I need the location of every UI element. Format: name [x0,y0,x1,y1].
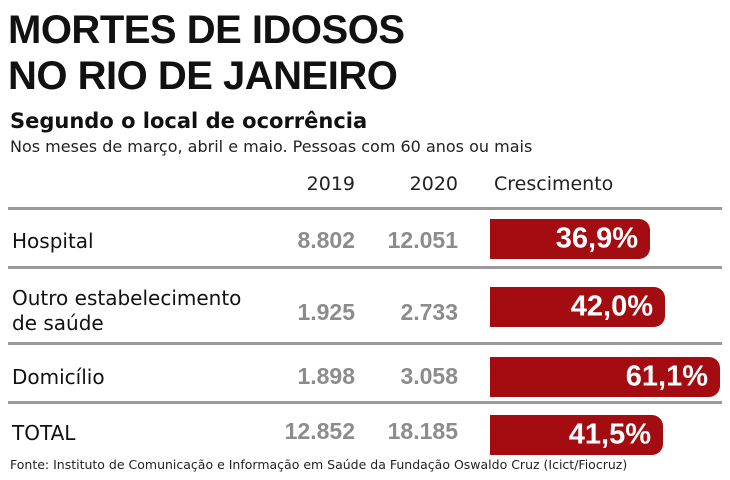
value-2019-hospital: 8.802 [297,227,355,253]
growth-bar-domicilio: 61,1% [490,357,720,397]
title-line-1: MORTES DE IDOSOS [8,8,405,52]
chart-subtitle: Segundo o local de ocorrência [10,109,368,133]
growth-bar-outro-estabelecimento: 42,0% [490,287,665,327]
growth-label-outro-estabelecimento: 42,0% [570,290,653,323]
divider-rule [8,266,722,269]
divider-rule [8,207,722,210]
value-2020-domicilio: 3.058 [400,363,458,389]
value-2019-total: 12.852 [284,418,355,444]
divider-rule [8,342,722,345]
growth-label-total: 41,5% [568,418,651,451]
row-label-outro-estabelecimento: Outro estabelecimento de saúde [12,286,242,335]
value-2019-outro-estabelecimento: 1.925 [297,299,355,325]
column-header-growth: Crescimento [494,173,614,195]
growth-label-domicilio: 61,1% [625,360,708,393]
title-line-2: NO RIO DE JANEIRO [8,54,398,98]
value-2020-outro-estabelecimento: 2.733 [400,299,458,325]
growth-bar-total: 41,5% [490,415,663,455]
growth-label-hospital: 36,9% [555,222,638,255]
divider-rule [8,401,722,404]
row-label-hospital: Hospital [12,229,94,253]
value-2020-hospital: 12.051 [387,227,458,253]
source-note: Fonte: Instituto de Comunicação e Inform… [10,457,628,472]
chart-note: Nos meses de março, abril e maio. Pessoa… [10,137,533,156]
value-2019-domicilio: 1.898 [297,363,355,389]
growth-bar-hospital: 36,9% [490,219,650,259]
row-label-domicilio: Domicílio [12,365,105,389]
value-2020-total: 18.185 [387,418,458,444]
row-label-total: TOTAL [12,421,76,445]
column-header-2020: 2020 [409,173,458,195]
column-header-2019: 2019 [306,173,355,195]
